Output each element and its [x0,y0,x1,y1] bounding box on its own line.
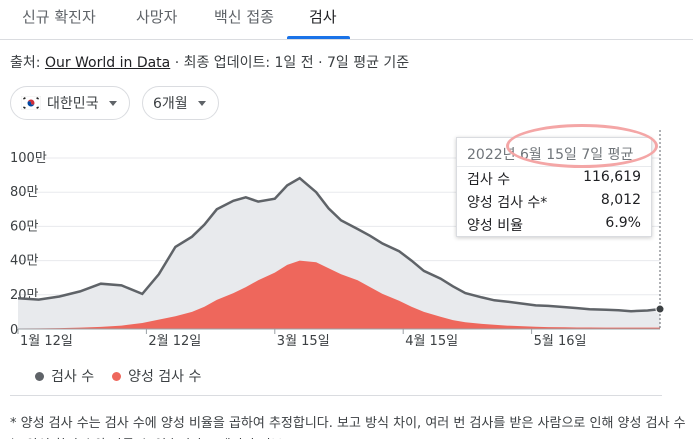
x-tick-label: 5월 16일 [534,334,587,349]
tab-new-cases[interactable]: 신규 확진자 [22,8,96,26]
tooltip-divider [457,166,651,167]
source-link[interactable]: Our World in Data [44,55,171,71]
y-tick-label: 100만 [10,151,47,166]
section-divider [10,395,662,396]
tooltip-value: 6.9% [605,215,641,231]
tooltip-value: 116,619 [583,169,641,185]
legend-item-tests: 검사 수 [35,366,94,386]
country-filter-chip[interactable]: 대한민국 [10,86,130,120]
tooltip-row-rate: 양성 비율 6.9% [467,215,641,235]
tooltip-value: 8,012 [600,192,641,208]
tooltip-label: 양성 비율 [467,218,523,234]
tests-area [18,178,660,329]
legend-item-positive: 양성 검사 수 [112,366,201,386]
y-tick-label: 80만 [10,185,39,200]
period-filter-label: 6개월 [153,96,188,112]
country-filter-label: 대한민국 [47,96,99,112]
y-tick-label: 0 [10,323,18,338]
positive-tests-area [18,260,660,329]
tab-testing[interactable]: 검사 [309,8,337,26]
x-tick-label: 1월 12일 [20,334,73,349]
x-tick-label: 3월 15일 [277,334,330,349]
tooltip-row-positive: 양성 검사 수* 8,012 [467,192,641,212]
period-filter-chip[interactable]: 6개월 [142,86,219,120]
korea-flag-icon [20,95,42,111]
tooltip-date: 2022년 6월 15일 7일 평균 [467,147,634,163]
chevron-down-icon [108,100,117,106]
tooltip-label: 검사 수 [467,172,511,188]
tests-line [17,176,661,313]
tab-vaccination[interactable]: 백신 접종 [214,8,274,26]
update-info: · 최종 업데이트: 1일 전 · 7일 평균 기준 [170,55,410,71]
legend-dot [112,371,122,381]
y-tick-label: 60만 [10,219,39,234]
tab-bar: 신규 확진자 사망자 백신 접종 검사 [0,0,693,40]
tooltip-row-tests: 검사 수 116,619 [467,169,641,189]
tab-deaths[interactable]: 사망자 [136,8,178,26]
source-line: 출처: Our World in Data · 최종 업데이트: 1일 전 · … [10,52,409,72]
x-tick-label: 2월 12일 [148,334,201,349]
source-prefix: 출처: [10,55,45,71]
x-tick-label: 4월 15일 [405,334,458,349]
legend-label: 검사 수 [51,369,95,385]
chevron-down-icon [197,100,206,106]
y-tick-label: 40만 [10,254,39,269]
legend-label: 양성 검사 수 [128,369,202,385]
active-tab-indicator [287,36,350,39]
chart-tooltip: 2022년 6월 15일 7일 평균 검사 수 116,619 양성 검사 수*… [456,137,652,237]
hover-point [655,304,665,314]
legend-dot [35,371,44,381]
tooltip-label: 양성 검사 수* [467,195,548,211]
x-axis-ticks: 1월 12일 2월 12일 3월 15일 4월 15일 5월 16일 [17,329,587,349]
chart-legend: 검사 수 양성 검사 수 [35,366,219,386]
footnote: * 양성 검사 수는 검사 수에 양성 비율을 곱하여 추정합니다. 보고 방식… [10,416,686,439]
